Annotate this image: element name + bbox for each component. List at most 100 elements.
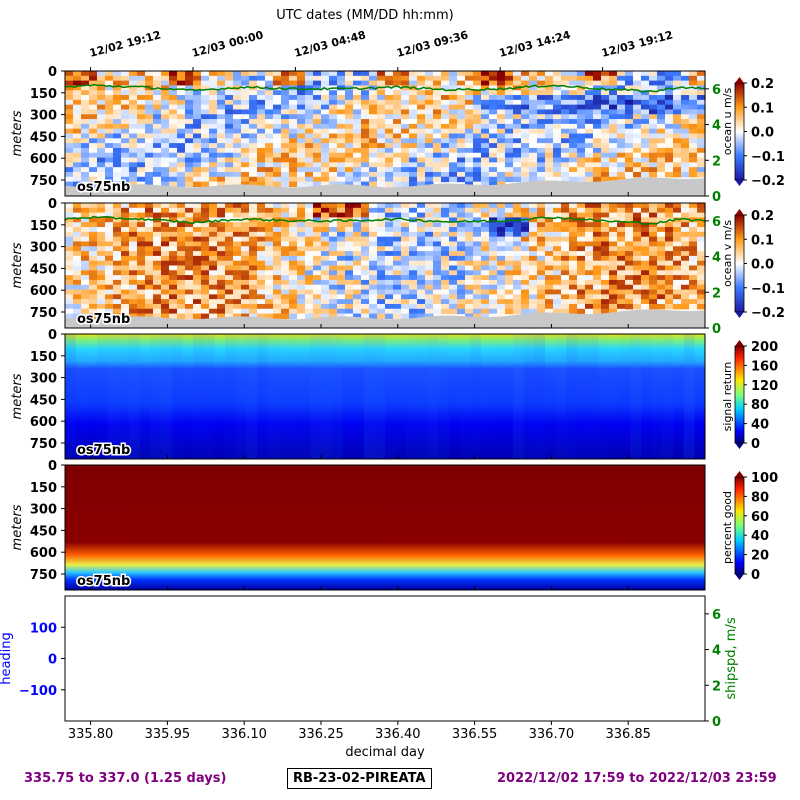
heatmap-cell <box>361 138 370 144</box>
heatmap-cell <box>217 95 226 101</box>
heatmap-cell <box>89 90 98 96</box>
heatmap-cell <box>497 143 506 149</box>
heatmap-cell <box>313 176 322 183</box>
heatmap-cell <box>153 284 162 291</box>
heatmap-cell <box>313 167 322 173</box>
heatmap-cell <box>673 95 682 101</box>
heatmap-cell <box>633 212 642 219</box>
heatmap-cell <box>321 236 330 243</box>
heatmap-cell <box>361 251 370 257</box>
heatmap-cell <box>401 95 410 101</box>
heatmap-cell <box>281 294 290 300</box>
heatmap-cell <box>97 294 106 300</box>
heatmap-cell <box>617 90 626 96</box>
heatmap-cell <box>641 231 650 238</box>
heatmap-cell <box>497 181 506 187</box>
heatmap-cell <box>65 270 74 276</box>
heatmap-cell <box>425 176 434 183</box>
heatmap-cell <box>169 227 178 233</box>
heatmap-cell <box>145 138 154 144</box>
heatmap-cell <box>329 236 338 243</box>
heatmap-cell <box>457 95 466 101</box>
heatmap-cell <box>417 90 426 96</box>
heatmap-cell <box>649 162 658 168</box>
heatmap-cell <box>169 212 178 219</box>
ship-speed-overlay-line <box>64 215 706 226</box>
heatmap-cell <box>257 128 266 135</box>
depth-tick-label: 450 <box>30 393 57 408</box>
heatmap-cell <box>521 241 530 247</box>
heatmap-cell <box>489 207 498 214</box>
heatmap-cell <box>105 212 114 219</box>
heatmap-cell <box>377 294 386 300</box>
heatmap-cell <box>665 270 674 276</box>
heatmap-cell <box>65 162 74 168</box>
heatmap-cell <box>625 157 634 163</box>
heatmap-cell <box>89 275 98 281</box>
heatmap-cell <box>297 289 306 295</box>
heatmap-cell <box>505 222 514 228</box>
signal-column <box>65 334 76 459</box>
heatmap-cell <box>337 119 346 125</box>
heatmap-cell <box>633 162 642 168</box>
heatmap-cell <box>281 222 290 228</box>
heatmap-cell <box>73 299 82 305</box>
heatmap-cell <box>537 162 546 168</box>
heatmap-cell <box>185 147 194 154</box>
heatmap-cell <box>129 176 138 183</box>
heatmap-cell <box>233 231 242 238</box>
heatmap-cell <box>601 222 610 228</box>
heatmap-cell <box>385 227 394 233</box>
heatmap-cell <box>609 128 618 135</box>
heatmap-cell <box>657 241 666 247</box>
heatmap-cell <box>497 241 506 247</box>
heatmap-cell <box>585 104 594 111</box>
heatmap-cell <box>409 138 418 144</box>
heatmap-cell <box>161 85 170 91</box>
heatmap-cell <box>441 294 450 300</box>
heatmap-cell <box>137 203 146 209</box>
heatmap-cell <box>529 246 538 252</box>
heatmap-cell <box>289 299 298 305</box>
heatmap-cell <box>297 279 306 286</box>
heatmap-cell <box>593 71 602 77</box>
heatmap-cell <box>73 284 82 291</box>
heatmap-cell <box>241 109 250 115</box>
heatmap-cell <box>553 246 562 252</box>
heatmap-cell <box>281 162 290 168</box>
heatmap-cell <box>177 133 186 139</box>
heatmap-cell <box>65 90 74 96</box>
heatmap-cell <box>145 231 154 238</box>
heatmap-cell <box>305 313 314 319</box>
heatmap-cell <box>145 251 154 257</box>
heatmap-cell <box>345 95 354 101</box>
heatmap-cell <box>329 157 338 163</box>
heatmap-cell <box>297 181 306 187</box>
heatmap-cell <box>449 203 458 209</box>
heatmap-cell <box>137 251 146 257</box>
heatmap-cell <box>577 176 586 183</box>
heatmap-cell <box>641 294 650 300</box>
heatmap-cell <box>401 167 410 173</box>
heatmap-cell <box>641 246 650 252</box>
heatmap-cell <box>641 265 650 271</box>
heatmap-cell <box>649 222 658 228</box>
heatmap-cell <box>601 152 610 159</box>
heatmap-cell <box>313 95 322 101</box>
heatmap-cell <box>697 299 706 305</box>
heatmap-cell <box>393 207 402 214</box>
heatmap-cell <box>97 313 106 319</box>
signal-column <box>129 334 140 459</box>
heatmap-cell <box>225 143 234 149</box>
heatmap-cell <box>401 138 410 144</box>
heatmap-cell <box>337 123 346 130</box>
heatmap-cell <box>129 203 138 209</box>
heatmap-cell <box>601 207 610 214</box>
heatmap-cell <box>497 176 506 183</box>
heatmap-cell <box>665 222 674 228</box>
heatmap-cell <box>697 109 706 115</box>
heatmap-cell <box>305 85 314 91</box>
heatmap-cell <box>593 123 602 130</box>
heatmap-cell <box>81 109 90 115</box>
heatmap-cell <box>401 99 410 106</box>
